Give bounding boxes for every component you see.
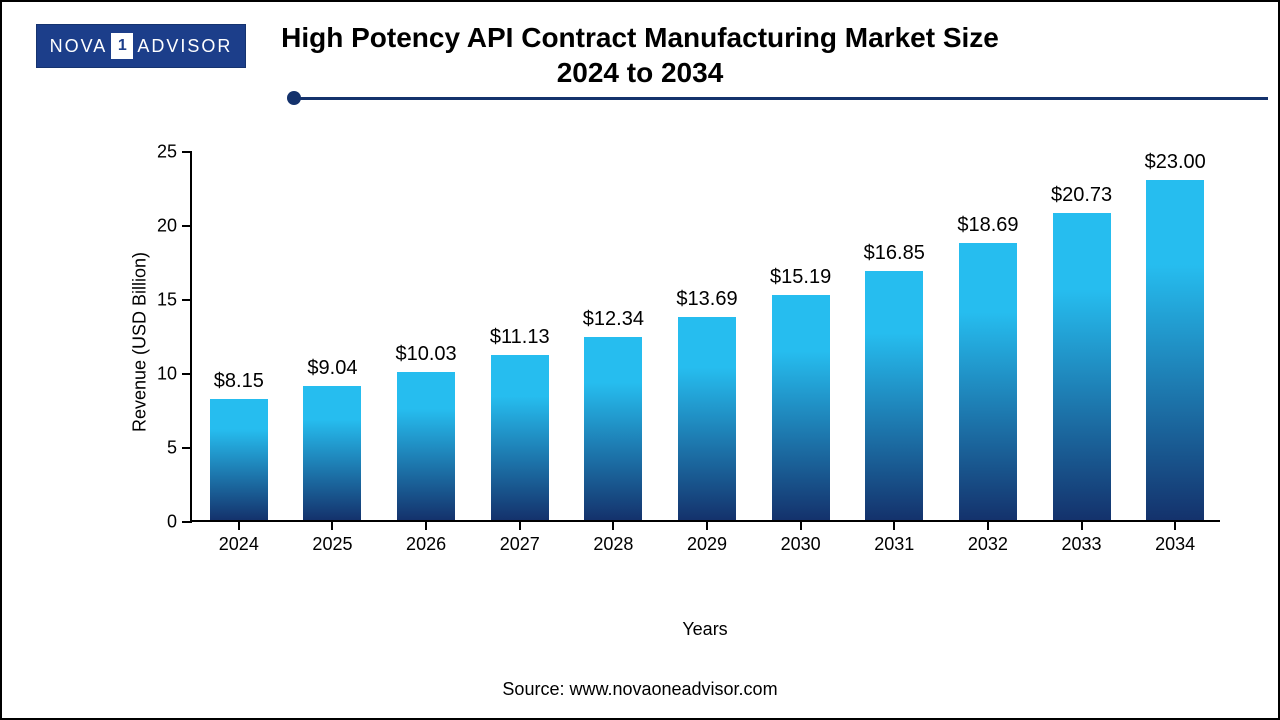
bar-value-label: $18.69 bbox=[957, 214, 1018, 237]
bar bbox=[491, 355, 549, 520]
x-tick bbox=[425, 520, 427, 530]
bar bbox=[584, 337, 642, 520]
x-tick-label: 2027 bbox=[500, 534, 540, 555]
bar bbox=[772, 295, 830, 520]
y-tick bbox=[182, 299, 192, 301]
bar bbox=[959, 243, 1017, 520]
x-tick-label: 2025 bbox=[312, 534, 352, 555]
x-tick bbox=[800, 520, 802, 530]
bar bbox=[1053, 213, 1111, 520]
plot-area: 05101520252024$8.152025$9.042026$10.0320… bbox=[190, 152, 1220, 522]
x-tick bbox=[893, 520, 895, 530]
bar-value-label: $11.13 bbox=[490, 326, 550, 349]
x-axis-label: Years bbox=[682, 619, 727, 640]
x-tick bbox=[238, 520, 240, 530]
x-tick bbox=[519, 520, 521, 530]
y-tick-label: 0 bbox=[137, 512, 177, 533]
y-tick-label: 20 bbox=[137, 216, 177, 237]
bar-value-label: $20.73 bbox=[1051, 184, 1112, 207]
bar-value-label: $9.04 bbox=[307, 357, 357, 380]
x-tick bbox=[612, 520, 614, 530]
x-tick-label: 2032 bbox=[968, 534, 1008, 555]
x-tick bbox=[706, 520, 708, 530]
x-tick-label: 2029 bbox=[687, 534, 727, 555]
bar bbox=[397, 372, 455, 520]
x-tick-label: 2030 bbox=[781, 534, 821, 555]
bar-value-label: $10.03 bbox=[395, 343, 456, 366]
y-tick-label: 10 bbox=[137, 364, 177, 385]
chart-title: High Potency API Contract Manufacturing … bbox=[2, 20, 1278, 90]
bar bbox=[210, 399, 268, 520]
x-tick-label: 2031 bbox=[874, 534, 914, 555]
title-line-2: 2024 to 2034 bbox=[2, 55, 1278, 90]
x-tick-label: 2033 bbox=[1062, 534, 1102, 555]
bar-value-label: $15.19 bbox=[770, 266, 831, 289]
y-tick bbox=[182, 151, 192, 153]
y-tick bbox=[182, 447, 192, 449]
y-tick bbox=[182, 521, 192, 523]
bar-value-label: $8.15 bbox=[214, 370, 264, 393]
x-tick bbox=[1081, 520, 1083, 530]
x-tick bbox=[987, 520, 989, 530]
y-tick-label: 5 bbox=[137, 438, 177, 459]
bar bbox=[678, 317, 736, 520]
bar bbox=[865, 271, 923, 520]
x-tick-label: 2028 bbox=[593, 534, 633, 555]
y-tick-label: 25 bbox=[137, 142, 177, 163]
bar-value-label: $23.00 bbox=[1145, 151, 1206, 174]
x-tick bbox=[1174, 520, 1176, 530]
x-tick bbox=[331, 520, 333, 530]
bar-value-label: $12.34 bbox=[583, 308, 644, 331]
bar-value-label: $16.85 bbox=[864, 242, 925, 265]
source-attribution: Source: www.novaoneadvisor.com bbox=[502, 679, 777, 700]
x-tick-label: 2026 bbox=[406, 534, 446, 555]
bar-value-label: $13.69 bbox=[676, 288, 737, 311]
title-line-1: High Potency API Contract Manufacturing … bbox=[2, 20, 1278, 55]
x-tick-label: 2024 bbox=[219, 534, 259, 555]
x-tick-label: 2034 bbox=[1155, 534, 1195, 555]
title-rule bbox=[292, 97, 1268, 100]
chart-frame: NOVA 1 ADVISOR High Potency API Contract… bbox=[0, 0, 1280, 720]
bar-chart: Revenue (USD Billion) 05101520252024$8.1… bbox=[110, 142, 1230, 572]
bar bbox=[303, 386, 361, 520]
y-axis-label: Revenue (USD Billion) bbox=[130, 252, 151, 432]
y-tick bbox=[182, 373, 192, 375]
y-tick bbox=[182, 225, 192, 227]
bar bbox=[1146, 180, 1204, 520]
y-tick-label: 15 bbox=[137, 290, 177, 311]
